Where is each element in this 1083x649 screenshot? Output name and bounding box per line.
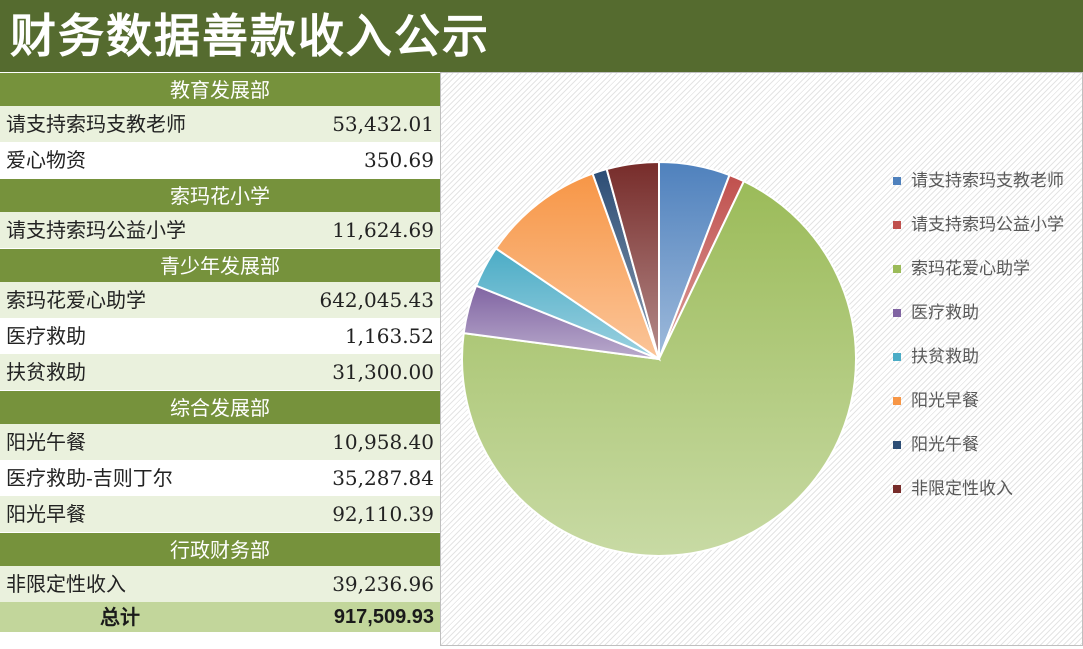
legend-label: 索玛花爱心助学 [911, 259, 1030, 279]
row-amount: 10,958.40 [332, 430, 434, 454]
legend-entry: 请支持索玛支教老师 [893, 170, 1083, 214]
pie-chart [461, 160, 857, 557]
row-amount: 1,163.52 [344, 324, 434, 348]
row-amount: 642,045.43 [319, 288, 434, 312]
legend-entry: 医疗救助 [893, 302, 1083, 346]
total-amount: 917,509.93 [333, 606, 434, 628]
row-name: 请支持索玛公益小学 [6, 218, 186, 242]
row-amount: 92,110.39 [332, 502, 434, 526]
income-table: 教育发展部 请支持索玛支教老师 53,432.01 爱心物资 350.69 索玛花小学 请支… [0, 72, 440, 632]
row-amount: 11,624.69 [332, 218, 434, 242]
legend-entry: 扶贫救助 [893, 346, 1083, 390]
legend-entry: 索玛花爱心助学 [893, 258, 1083, 302]
row-name: 阳光早餐 [6, 502, 86, 526]
department-header: 行政财务部 [0, 532, 440, 566]
row-name: 请支持索玛支教老师 [6, 112, 186, 136]
table-row: 医疗救助 1,163.52 [0, 318, 440, 354]
legend-swatch [893, 309, 901, 317]
table-row: 阳光午餐 10,958.40 [0, 424, 440, 460]
row-name: 医疗救助 [6, 324, 86, 348]
legend-label: 非限定性收入 [911, 479, 1013, 499]
table-row: 医疗救助-吉则丁尔 35,287.84 [0, 460, 440, 496]
legend-swatch [893, 221, 901, 229]
legend-entry: 非限定性收入 [893, 478, 1083, 522]
legend-entry: 请支持索玛公益小学 [893, 214, 1083, 258]
row-amount: 31,300.00 [332, 360, 434, 384]
legend-entry: 阳光午餐 [893, 434, 1083, 478]
legend-label: 扶贫救助 [911, 347, 979, 367]
row-amount: 350.69 [364, 148, 434, 172]
total-row: 总计 917,509.93 [0, 602, 440, 632]
table-row: 请支持索玛公益小学 11,624.69 [0, 212, 440, 248]
row-amount: 35,287.84 [332, 466, 434, 490]
table-row: 阳光早餐 92,110.39 [0, 496, 440, 532]
row-amount: 53,432.01 [332, 112, 434, 136]
table-row: 扶贫救助 31,300.00 [0, 354, 440, 390]
chart-legend: 请支持索玛支教老师 请支持索玛公益小学 索玛花爱心助学 医疗救助扶贫救助阳光早餐阳光午… [893, 170, 1083, 522]
pie-slice [605, 160, 660, 360]
department-header: 综合发展部 [0, 390, 440, 424]
table-row: 请支持索玛支教老师 53,432.01 [0, 106, 440, 142]
table-row: 非限定性收入 39,236.96 [0, 566, 440, 602]
row-name: 扶贫救助 [6, 360, 86, 384]
legend-label: 阳光早餐 [911, 391, 979, 411]
row-amount: 39,236.96 [332, 572, 434, 596]
department-header: 教育发展部 [0, 72, 440, 106]
table-row: 爱心物资 350.69 [0, 142, 440, 178]
legend-entry: 阳光早餐 [893, 390, 1083, 434]
row-name: 爱心物资 [6, 148, 86, 172]
chart-area: 请支持索玛支教老师 请支持索玛公益小学 索玛花爱心助学 医疗救助扶贫救助阳光早餐阳光午… [440, 72, 1083, 646]
pie-slice [494, 172, 661, 362]
total-label: 总计 [100, 605, 140, 629]
department-header: 索玛花小学 [0, 178, 440, 212]
page-title: 财务数据善款收入公示 [10, 9, 490, 63]
row-name: 非限定性收入 [6, 572, 126, 596]
legend-swatch [893, 441, 901, 449]
row-name: 索玛花爱心助学 [6, 288, 146, 312]
table-row: 索玛花爱心助学 642,045.43 [0, 282, 440, 318]
legend-swatch [893, 353, 901, 361]
title-bar: 财务数据善款收入公示 [0, 0, 1083, 72]
pie-slice [461, 179, 857, 557]
legend-label: 请支持索玛支教老师 [911, 171, 1064, 191]
legend-label: 请支持索玛公益小学 [911, 215, 1064, 235]
legend-swatch [893, 397, 901, 405]
legend-swatch [893, 485, 901, 493]
department-header: 青少年发展部 [0, 248, 440, 282]
row-name: 阳光午餐 [6, 430, 86, 454]
legend-swatch [893, 177, 901, 185]
row-name: 医疗救助-吉则丁尔 [6, 466, 173, 490]
legend-label: 医疗救助 [911, 303, 979, 323]
legend-swatch [893, 265, 901, 273]
legend-label: 阳光午餐 [911, 435, 979, 455]
